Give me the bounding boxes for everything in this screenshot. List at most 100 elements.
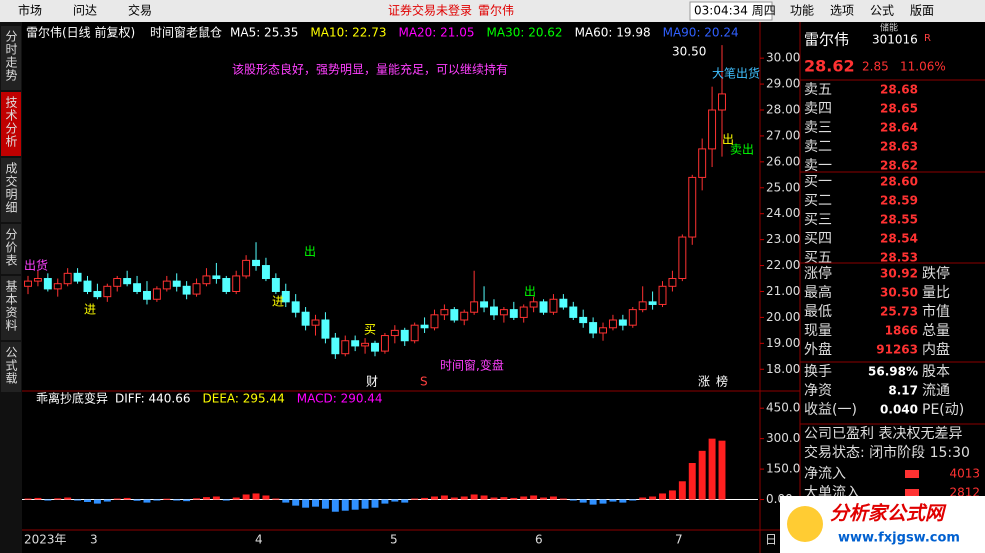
candle-body [708, 109, 717, 150]
macd-bar [460, 496, 468, 500]
side-tab-label[interactable]: 分价表 [4, 228, 18, 267]
row-label: 跌停 [922, 265, 950, 282]
side-tab-label[interactable]: 分时走势 [4, 30, 18, 82]
macd-bar [371, 499, 379, 508]
formula-name: 时间窗老鼠仓 [150, 26, 222, 40]
macd-bar [401, 499, 409, 503]
signal-label: 进 [84, 303, 96, 317]
flow-value: 4013 [949, 467, 980, 481]
candle-body [242, 259, 251, 277]
signal-label: 出 [524, 285, 536, 299]
signal-label: 时间窗,变盘 [440, 358, 504, 373]
y-tick-label: 25.00 [766, 180, 800, 194]
macd-bar [510, 497, 518, 500]
candle-body [460, 311, 469, 321]
macd-bar [222, 499, 230, 501]
y-tick-label: 20.00 [766, 310, 800, 324]
macd-bar [381, 499, 389, 504]
row-label: 流通 [922, 383, 950, 399]
candle-body [519, 306, 528, 318]
side-tab[interactable] [1, 342, 21, 392]
menu-item[interactable]: 市场 [18, 3, 42, 18]
row-label: 买二 [804, 193, 832, 209]
macd-bar [569, 499, 577, 501]
candle-body [470, 301, 479, 313]
signal-label: 30.50 [672, 45, 706, 59]
logo-icon [787, 506, 823, 542]
x-tick-label: 4 [255, 533, 263, 547]
side-tab[interactable] [1, 92, 21, 156]
candle-body [291, 301, 300, 313]
macd-bar [659, 493, 666, 500]
menu-item[interactable]: 公式 [870, 4, 894, 18]
signal-label: 出 [304, 245, 316, 259]
macd-bar [619, 499, 627, 503]
row-value: 1866 [885, 324, 918, 338]
row-label: 买五 [804, 250, 832, 266]
y-tick-label: 150.0 [766, 462, 800, 476]
macd-bar [341, 499, 349, 511]
row-value: 56.98% [868, 365, 918, 379]
macd-bar [54, 498, 62, 500]
side-tab[interactable] [1, 224, 21, 274]
candle-body [658, 285, 667, 305]
candle-body [718, 93, 726, 111]
menu-stock: 雷尔伟 [478, 3, 514, 18]
candle-body [63, 272, 72, 285]
row-value: 30.92 [880, 267, 918, 281]
candle-body [73, 272, 82, 282]
candle-body [43, 278, 52, 290]
y-tick-label: 21.00 [766, 284, 800, 298]
macd-bar [321, 499, 329, 509]
candle-body [638, 301, 647, 311]
macd-bar [202, 497, 210, 500]
macd-bar [579, 499, 587, 503]
macd-bar [480, 495, 488, 500]
signal-label: 卖出 [730, 143, 754, 157]
logo-url: www.fxjgsw.com [838, 531, 960, 546]
y-tick-label: 26.00 [766, 154, 800, 168]
candle-body [430, 314, 439, 329]
row-value: 28.68 [880, 83, 918, 97]
row-value: 8.17 [888, 384, 918, 398]
row-label: 卖二 [804, 139, 832, 155]
candle-body [331, 337, 340, 355]
macd-bar [212, 496, 220, 500]
signal-label: 买 [364, 323, 376, 337]
side-tab-label[interactable]: 公式载 [4, 346, 18, 385]
candle-body [143, 290, 151, 300]
side-tab[interactable] [1, 276, 21, 340]
side-tab-label[interactable]: 基本资料 [4, 280, 18, 332]
row-value: 28.64 [880, 121, 918, 135]
side-tab-label[interactable]: 技术分析 [4, 96, 18, 148]
macd-bar [649, 496, 657, 500]
candle-body [648, 301, 657, 305]
candle-body [271, 278, 280, 292]
macd-bar [103, 499, 111, 502]
signal-label: 出货 [24, 258, 48, 273]
flow-bar [905, 470, 919, 478]
candle-body [53, 283, 62, 290]
row-label: 股本 [922, 364, 950, 380]
side-tab[interactable] [1, 158, 21, 222]
row-label: 收益(一) [804, 402, 857, 418]
menu-item[interactable]: 功能 [790, 4, 814, 18]
signal-label: 涨 [698, 374, 710, 389]
candle-body [480, 301, 489, 308]
menu-item[interactable]: 版面 [910, 4, 934, 18]
row-value: 25.73 [880, 305, 918, 319]
y-tick-label: 18.00 [766, 362, 800, 376]
menu-item[interactable]: 选项 [830, 4, 854, 18]
candle-body [499, 309, 508, 316]
flow-label: 净流入 [804, 466, 846, 482]
macd-bar [252, 493, 260, 500]
side-tab[interactable] [1, 26, 21, 90]
candle-body [440, 309, 449, 316]
menu-item[interactable]: 问达 [73, 4, 97, 18]
macd-bar [173, 499, 181, 501]
side-tab-label[interactable]: 成交明细 [4, 162, 18, 214]
candle-body [152, 288, 161, 300]
menu-item[interactable]: 交易 [128, 3, 152, 18]
macd-bar [44, 499, 52, 501]
